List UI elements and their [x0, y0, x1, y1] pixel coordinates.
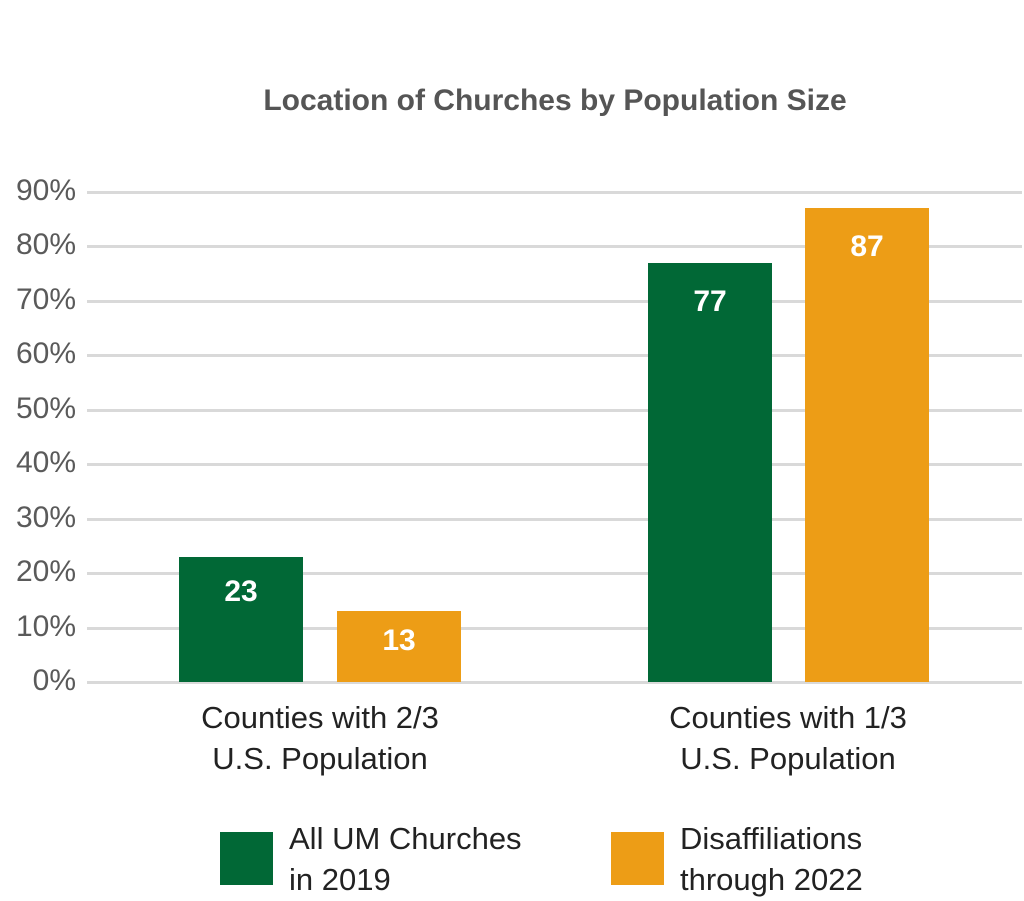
gridline: [87, 245, 1022, 249]
x-label-line: Counties with 1/3: [669, 700, 907, 735]
bar: 23: [179, 556, 303, 682]
chart-title: Location of Churches by Population Size: [263, 84, 847, 117]
gridline: [87, 463, 1022, 467]
gridline: [87, 191, 1022, 194]
bar-value-label: 87: [850, 230, 884, 264]
legend-line: through 2022: [680, 862, 863, 897]
gridline: [87, 681, 1022, 684]
y-tick-label: 20%: [15, 555, 76, 589]
x-category-label-1: Counties with 2/3 U.S. Population: [140, 697, 500, 779]
x-label-line: Counties with 2/3: [201, 700, 439, 735]
y-tick-label: 10%: [15, 609, 76, 643]
gridline: [87, 626, 1022, 630]
y-tick-label: 80%: [15, 228, 76, 262]
legend-swatch-all-um-churches: [220, 832, 273, 885]
legend-line: Disaffiliations: [680, 821, 863, 856]
y-tick-label: 90%: [15, 174, 76, 207]
x-category-label-2: Counties with 1/3 U.S. Population: [608, 697, 968, 779]
gridline: [87, 572, 1022, 576]
x-label-line: U.S. Population: [212, 741, 428, 776]
bar-value-label: 77: [693, 284, 727, 318]
y-tick-label: 60%: [15, 337, 76, 371]
bar: 87: [805, 208, 929, 682]
gridline: [87, 299, 1022, 303]
gridline: [87, 354, 1022, 358]
y-tick-label: 0%: [32, 664, 76, 697]
bar-value-label: 13: [382, 624, 416, 658]
bar: 77: [648, 262, 772, 682]
y-tick-label: 40%: [15, 446, 76, 480]
x-label-line: U.S. Population: [680, 741, 896, 776]
legend-line: in 2019: [289, 862, 391, 897]
bar-value-label: 23: [224, 574, 258, 608]
y-tick-label: 30%: [15, 500, 76, 534]
gridline: [87, 517, 1022, 521]
y-tick-label: 70%: [15, 282, 76, 316]
legend-line: All UM Churches: [289, 821, 522, 856]
legend-label-disaffiliations: Disaffiliations through 2022: [680, 818, 863, 900]
bar: 13: [337, 611, 461, 682]
y-tick-label: 50%: [15, 391, 76, 425]
legend-label-all-um-churches: All UM Churches in 2019: [289, 818, 522, 900]
gridline: [87, 408, 1022, 412]
legend-swatch-disaffiliations: [611, 832, 664, 885]
